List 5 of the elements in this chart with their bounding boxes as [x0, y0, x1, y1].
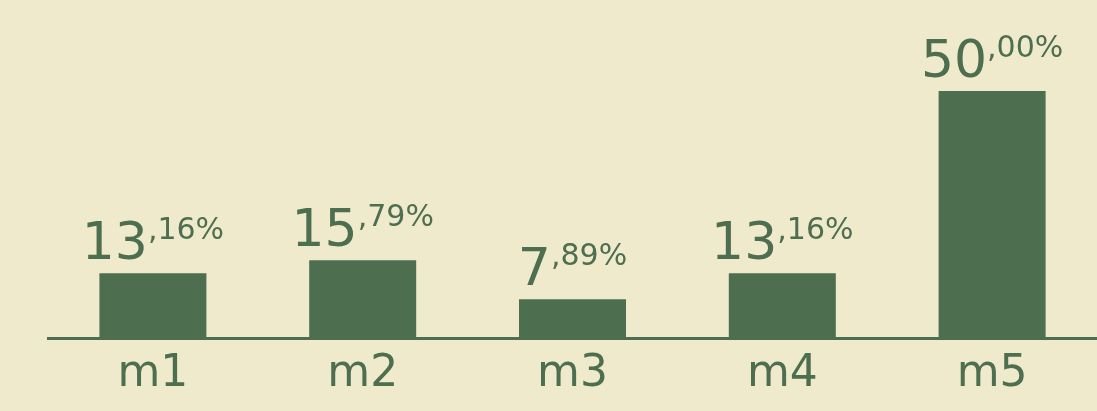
x-tick-label: m2: [327, 345, 399, 397]
x-tick-label: m1: [117, 345, 189, 397]
x-tick-label: m5: [956, 345, 1028, 397]
x-tick-label: m4: [746, 345, 818, 397]
x-tick-label: m3: [537, 345, 608, 397]
